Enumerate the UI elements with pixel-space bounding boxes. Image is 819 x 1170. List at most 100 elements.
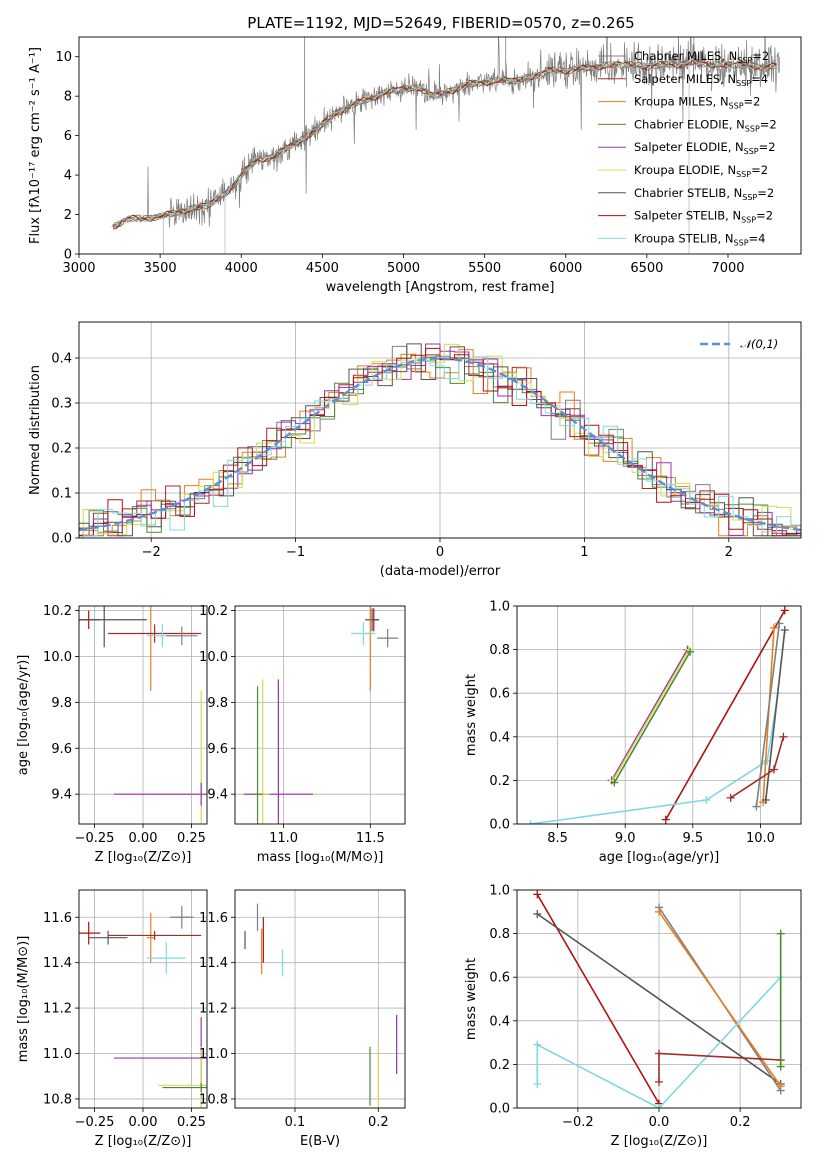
weight-marker (533, 1080, 542, 1089)
weight-marker (526, 820, 535, 824)
x-axis-label: E(B-V) (300, 1134, 340, 1149)
x-tick-label: 5000 (387, 261, 420, 276)
y-tick-label: 9.4 (51, 788, 72, 803)
x-axis-label: Z [log₁₀(Z/Z⊙)] (95, 1134, 192, 1149)
axes-frame (516, 889, 802, 1109)
legend-label: Chabrier MILES, NSSP=2 (634, 49, 769, 65)
x-tick-label: 0.2 (730, 1115, 751, 1130)
y-axis-label: mass weight (464, 958, 479, 1040)
plot-area (111, 37, 781, 254)
weight-marker (661, 815, 670, 824)
y-tick-label: 11.0 (199, 1047, 228, 1062)
y-tick-label: 11.2 (43, 1002, 72, 1017)
y-tick-label: 0.0 (51, 532, 72, 547)
x-tick-label: 11.0 (269, 831, 298, 846)
panel-age_vs_Z: −0.25 0.00 0.25 9.4 9.6 9.8 10.0 10.2 Z [log₁₀(Z… (16, 604, 208, 865)
weight-line (530, 693, 779, 824)
panel-weights_vs_Z: −0.2 0.0 0.2 0.0 0.2 0.4 0.6 0.8 1.0 Z [log₁₀(Z/Z… (464, 884, 802, 1149)
x-tick-label: 3500 (144, 261, 177, 276)
panel-mass_vs_Z: −0.25 0.00 0.25 10.8 11.0 11.2 11.4 11.6 Z [log₁… (16, 889, 208, 1149)
histogram-model-0 (79, 345, 801, 537)
weight-marker (752, 802, 761, 811)
x-tick-label: 5500 (468, 261, 501, 276)
y-tick-label: 9.6 (51, 742, 72, 757)
error-point-model-1 (108, 930, 202, 940)
y-tick-label: 0.4 (489, 1014, 510, 1029)
x-tick-label: −0.25 (75, 831, 115, 846)
y-tick-label: 10 (55, 50, 72, 65)
weight-marker (776, 1082, 785, 1091)
y-tick-label: 1.0 (489, 884, 510, 899)
gaussian-reference-curve (79, 357, 801, 532)
y-tick-label: 9.4 (207, 788, 228, 803)
weight-line (665, 610, 786, 820)
x-tick-label: 4000 (225, 261, 258, 276)
y-tick-label: 2 (64, 208, 72, 223)
weight-series-model-1 (726, 732, 788, 802)
error-point-model-0 (166, 626, 198, 646)
axes-frame (78, 889, 208, 1109)
x-tick-label: 6500 (630, 261, 663, 276)
y-tick-label: 1.0 (489, 600, 510, 615)
weight-marker (780, 606, 789, 615)
y-tick-label: 11.6 (43, 911, 72, 926)
y-tick-label: 11.4 (199, 956, 228, 971)
weight-marker (769, 623, 778, 632)
weight-marker (686, 647, 695, 656)
x-tick-label: 9.0 (615, 831, 636, 846)
x-tick-label: 0 (436, 545, 444, 560)
y-axis-label: Normed distribution (28, 365, 43, 495)
histogram-model-6 (79, 343, 801, 537)
plot-area (533, 890, 785, 1108)
legend-label: Kroupa MILES, NSSP=2 (634, 95, 760, 111)
y-axis-label: age [log₁₀(age/yr)] (16, 655, 31, 776)
error-point-model-0 (170, 905, 194, 929)
panel-residuals: −2 −1 0 1 2 0.0 0.1 0.2 0.3 0.4 (data-model)/error… (28, 321, 802, 579)
y-tick-label: 4 (64, 169, 72, 184)
weight-series-model-6 (761, 625, 789, 805)
weight-series-model-0 (752, 619, 784, 811)
y-tick-label: 0.4 (489, 730, 510, 745)
error-point-model-7 (79, 921, 101, 945)
histogram-model-1 (79, 354, 801, 538)
x-tick-label: 10.0 (746, 831, 775, 846)
x-tick-label: 4500 (306, 261, 339, 276)
histogram-model-3 (79, 356, 801, 537)
x-tick-label: 7000 (711, 261, 744, 276)
weight-marker (533, 890, 542, 899)
x-tick-label: 0.00 (129, 831, 158, 846)
x-tick-label: 8.5 (547, 831, 568, 846)
y-tick-label: 0.0 (489, 818, 510, 833)
y-tick-label: 0.2 (489, 1058, 510, 1073)
y-axis-label: mass weight (464, 674, 479, 756)
y-tick-label: 10.8 (43, 1092, 72, 1107)
legend-label: Salpeter MILES, NSSP=4 (634, 72, 768, 88)
error-point-model-3 (162, 1083, 207, 1093)
histogram-model-5 (82, 343, 801, 538)
histogram-model-7 (79, 347, 801, 538)
weight-line (613, 651, 691, 784)
x-axis-label: age [log₁₀(age/yr)] (599, 850, 720, 865)
weight-line (658, 1052, 781, 1082)
weight-series-model-7 (661, 606, 789, 824)
x-tick-label: 0.0 (649, 1115, 670, 1130)
error-point-model-2 (146, 912, 155, 963)
weight-line (755, 623, 781, 807)
legend-label: Salpeter STELIB, NSSP=2 (634, 209, 773, 225)
x-tick-label: 0.25 (177, 1115, 206, 1130)
weight-line (765, 629, 786, 801)
plot-area (243, 606, 399, 824)
plot-area (244, 903, 398, 1108)
weight-series-model-3 (776, 929, 785, 1071)
x-tick-label: 1 (580, 545, 588, 560)
spectrum-model-line-8 (112, 59, 777, 230)
weight-line (658, 911, 782, 1087)
weight-line (536, 913, 782, 1085)
error-point-model-6 (79, 606, 147, 648)
spectrum-legend: Chabrier MILES, NSSP=2 Salpeter MILES, NS… (598, 49, 777, 247)
y-tick-label: 0 (64, 248, 72, 263)
y-axis-label: mass [log₁₀(M/M⊙)] (16, 936, 31, 1063)
plot-area (79, 905, 207, 1108)
weight-marker (769, 765, 778, 774)
weight-series-model-2 (655, 907, 785, 1091)
